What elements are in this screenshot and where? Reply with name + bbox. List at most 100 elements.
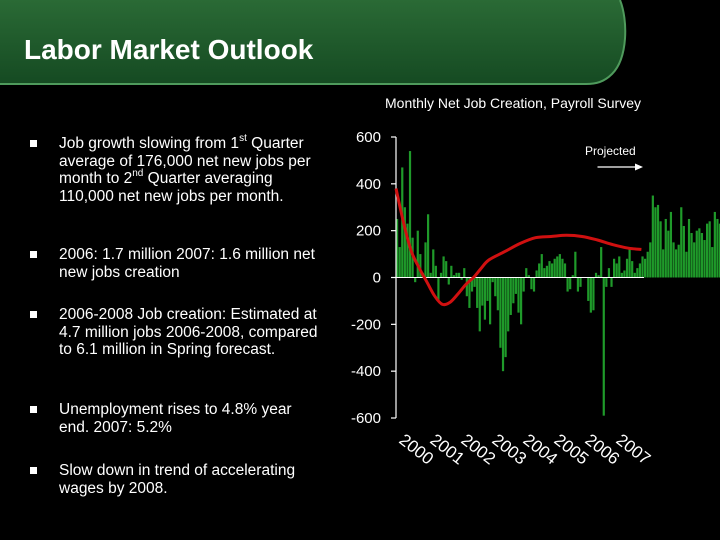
bar <box>437 277 440 301</box>
bar <box>602 277 605 416</box>
bar <box>641 256 644 278</box>
bar <box>682 225 685 278</box>
bar <box>708 221 711 278</box>
bar <box>481 277 484 306</box>
bar <box>473 277 476 287</box>
x-tick-label: 2001 <box>427 430 469 468</box>
bar <box>659 221 662 278</box>
bar <box>677 244 680 278</box>
bar <box>465 277 468 297</box>
bar <box>628 249 631 278</box>
bar <box>625 258 629 278</box>
bar <box>543 268 546 278</box>
bullet-text: 2006-2008 Job creation: Estimated at 4.7… <box>59 306 318 358</box>
bar <box>455 272 458 278</box>
y-tick-label: -400 <box>351 363 381 380</box>
bullet-text: Unemployment rises to 4.8% year end. 200… <box>59 401 292 436</box>
y-tick-label: 600 <box>356 129 381 146</box>
bar <box>468 277 471 308</box>
bar <box>507 277 510 332</box>
y-tick-label: 200 <box>356 223 381 240</box>
bar <box>398 247 401 278</box>
bar <box>687 218 691 278</box>
bar <box>623 270 626 278</box>
projected-arrow-head-icon <box>635 163 643 171</box>
header-band-highlight <box>0 0 627 85</box>
bar <box>649 242 652 278</box>
y-tick-label: -600 <box>351 410 381 427</box>
bar <box>414 277 417 283</box>
bullet-marker-icon <box>30 406 37 413</box>
bar <box>587 277 590 301</box>
bar <box>610 277 613 287</box>
bar <box>532 277 536 292</box>
bar <box>618 256 621 278</box>
y-tick-label: -200 <box>351 316 381 333</box>
x-tick-label: 2003 <box>489 430 531 468</box>
bar <box>716 218 719 278</box>
bar <box>486 277 489 301</box>
bar <box>439 272 443 278</box>
bar <box>620 272 623 278</box>
y-tick-label: 0 <box>373 270 381 287</box>
bar <box>458 272 461 278</box>
bars-layer <box>396 151 720 416</box>
bar <box>463 268 466 278</box>
bar <box>563 263 567 278</box>
slide-title: Labor Market Outlook <box>24 34 314 65</box>
bar <box>571 275 574 278</box>
bar <box>685 251 688 278</box>
bar <box>664 218 667 278</box>
bullet-text: 2006: 1.7 million 2007: 1.6 million net … <box>59 246 315 281</box>
bar <box>504 277 507 358</box>
bar <box>690 233 693 278</box>
bar <box>530 277 533 290</box>
bar <box>706 223 709 278</box>
bar <box>607 268 611 278</box>
chart-title: Monthly Net Job Creation, Payroll Survey <box>385 95 641 111</box>
bar <box>700 233 704 278</box>
bar <box>509 277 512 315</box>
bullet-text: Job growth slowing from 1st Quarter aver… <box>59 132 311 205</box>
x-tick-label: 2004 <box>520 430 562 468</box>
bar <box>406 223 409 278</box>
bar <box>501 277 505 372</box>
bar <box>605 277 608 287</box>
bar <box>654 207 657 278</box>
bar <box>597 275 600 278</box>
bar <box>558 254 561 278</box>
bar <box>548 261 551 278</box>
bar <box>669 211 673 278</box>
bar <box>569 277 572 290</box>
bar <box>646 251 649 278</box>
bar <box>545 265 549 278</box>
bar <box>556 256 559 278</box>
bar <box>432 249 435 278</box>
bar <box>427 214 430 278</box>
bar <box>672 242 675 278</box>
bar <box>574 251 577 278</box>
bar <box>483 277 487 320</box>
trend-line <box>394 188 642 307</box>
bar <box>698 228 701 278</box>
x-tick-label: 2002 <box>458 430 500 468</box>
bar <box>429 272 432 278</box>
bar <box>662 249 665 278</box>
bullet-marker-icon <box>30 311 37 318</box>
bar <box>512 277 515 304</box>
header-band <box>0 0 627 85</box>
bar <box>525 268 528 278</box>
bullet-marker-icon <box>30 140 37 147</box>
bar <box>638 263 642 278</box>
x-tick-label: 2007 <box>613 430 655 468</box>
bar <box>494 277 497 297</box>
bar <box>656 204 660 278</box>
bullet-marker-icon <box>30 251 37 258</box>
annotation-layer: Projected <box>585 144 643 171</box>
bar <box>496 277 499 311</box>
job-creation-chart: 6004002000-200-400-600200020012002200320… <box>351 129 720 468</box>
bar <box>651 195 654 278</box>
bar <box>450 265 453 278</box>
bar <box>535 270 538 278</box>
bar <box>445 261 448 278</box>
